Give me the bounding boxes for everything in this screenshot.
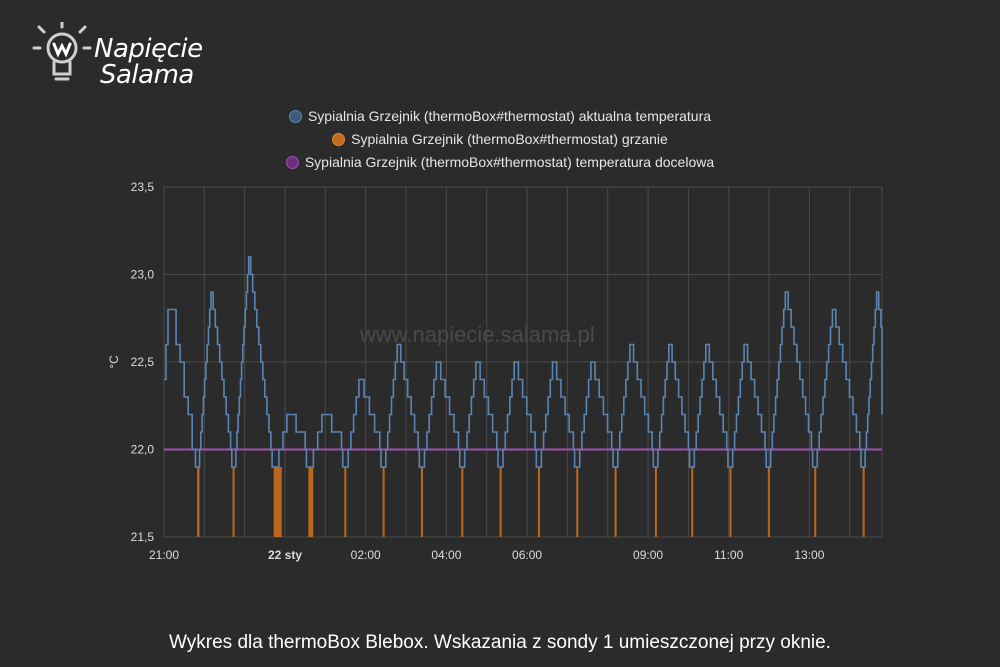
y-tick-label: 22,5	[131, 355, 155, 369]
x-tick-label: 22 sty	[268, 548, 302, 562]
heating-bar	[729, 467, 732, 537]
heating-bar	[273, 467, 282, 537]
legend-dot-target	[285, 156, 299, 169]
heating-bar	[767, 467, 770, 537]
legend-item-heating[interactable]: Sypialnia Grzejnik (thermoBox#thermostat…	[0, 129, 1000, 149]
heating-bar	[344, 467, 347, 537]
heating-bar	[537, 467, 540, 537]
heating-bar	[814, 467, 817, 537]
y-axis-label: °C	[107, 355, 121, 369]
heating-bar	[614, 467, 617, 537]
y-tick-label: 22,0	[131, 443, 155, 457]
legend-label-target: Sypialnia Grzejnik (thermoBox#thermostat…	[304, 154, 715, 170]
x-tick-label: 06:00	[512, 548, 542, 562]
heating-bar	[382, 467, 385, 537]
y-tick-label: 21,5	[131, 530, 155, 544]
heating-bar	[232, 467, 235, 537]
legend-dot-heating	[332, 133, 346, 146]
logo-text-line2: Salama	[100, 60, 194, 90]
y-tick-label: 23,0	[131, 268, 155, 282]
heating-bar	[197, 467, 200, 537]
x-tick-label: 02:00	[351, 548, 381, 562]
heating-bar	[576, 467, 579, 537]
heating-bar	[499, 467, 502, 537]
current-temperature-line	[164, 256, 883, 468]
heating-bar	[654, 467, 657, 537]
x-tick-label: 04:00	[431, 548, 461, 562]
caption: Wykres dla thermoBox Blebox. Wskazania z…	[169, 632, 831, 653]
x-tick-label: 11:00	[714, 548, 743, 562]
heating-bar	[862, 467, 865, 537]
legend-label-current: Sypialnia Grzejnik (thermoBox#thermostat…	[307, 108, 712, 124]
watermark: www.napiecie.salama.pl	[360, 322, 595, 347]
logo-text-line1: Napięcie	[94, 34, 203, 64]
y-tick-label: 23,5	[131, 180, 155, 194]
legend-item-target[interactable]: Sypialnia Grzejnik (thermoBox#thermostat…	[0, 152, 1000, 172]
logo-icon	[32, 22, 92, 81]
x-tick-label: 09:00	[633, 548, 663, 562]
x-tick-label: 13:00	[794, 548, 824, 562]
legend-label-heating: Sypialnia Grzejnik (thermoBox#thermostat…	[351, 131, 668, 147]
heating-bar	[308, 467, 314, 537]
legend-dot-current	[288, 110, 302, 123]
x-tick-label: 21:00	[149, 548, 179, 562]
legend-item-current[interactable]: Sypialnia Grzejnik (thermoBox#thermostat…	[0, 106, 1000, 126]
heating-bar	[461, 467, 464, 537]
heating-bar	[420, 467, 423, 537]
heating-bar	[691, 467, 694, 537]
